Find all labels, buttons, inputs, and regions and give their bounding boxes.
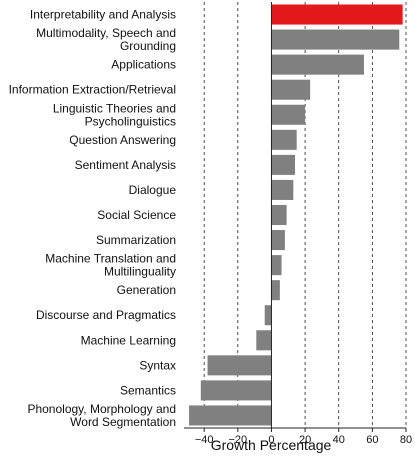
category-label: Multimodality, Speech and Grounding [36,26,176,53]
bar [256,330,272,351]
bar [271,280,280,301]
bar [271,154,295,175]
category-label: Dialogue [129,183,177,197]
category-label: Question Answering [69,133,176,147]
bar [271,179,294,200]
category-label: Summarization [96,233,176,247]
bars-layer [189,4,403,426]
bar [271,204,287,226]
x-tick-label: 20 [299,434,311,446]
x-ticks: −40 −20 0 20 40 60 80 [195,428,412,446]
x-tick-label: 0 [268,434,274,446]
category-label: Generation [117,283,176,297]
category-label: Applications [111,58,176,72]
bar [271,104,306,125]
category-label: Information Extraction/Retrieval [9,83,176,97]
bar [271,255,282,276]
category-label: Sentiment Analysis [75,158,176,172]
category-label: Discourse and Pragmatics [36,308,176,322]
category-label: Machine Translation and Multilinguality [45,252,176,279]
category-label: Linguistic Theories and Psycholinguistics [53,101,176,128]
category-label: Semantics [120,383,176,397]
bar [189,405,272,426]
category-label: Syntax [139,358,176,372]
bar [271,230,285,251]
bar [271,4,403,25]
x-tick-label: 80 [400,434,412,446]
x-tick-label: 60 [366,434,378,446]
x-tick-label: −20 [228,434,247,446]
category-label: Interpretability and Analysis [30,8,176,22]
x-tick-label: 40 [333,434,345,446]
category-label: Machine Learning [81,333,176,347]
category-label: Phonology, Morphology and Word Segmentati… [27,402,176,429]
bar [271,54,364,75]
bar [271,29,400,50]
category-label: Social Science [97,208,176,222]
bar [200,380,272,401]
category-labels: Interpretability and Analysis Multimodali… [9,8,177,429]
bar [264,305,272,326]
x-axis-label: Growth Percentage [211,437,332,453]
bar [271,129,297,150]
x-tick-label: −40 [195,434,214,446]
bar [207,355,272,376]
bar [271,79,311,100]
